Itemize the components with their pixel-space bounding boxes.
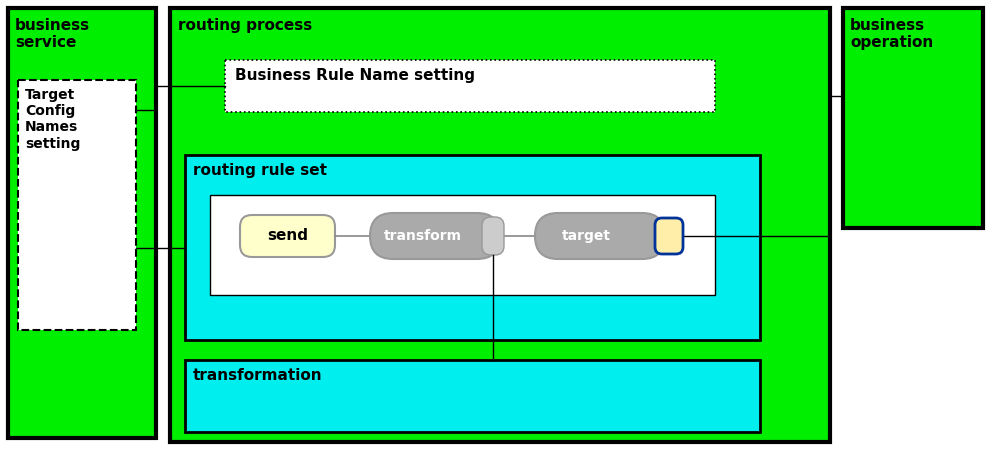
FancyBboxPatch shape [240, 215, 335, 257]
Text: routing rule set: routing rule set [193, 163, 327, 178]
Text: routing process: routing process [178, 18, 312, 33]
Text: send: send [267, 229, 308, 243]
Text: Business Rule Name setting: Business Rule Name setting [235, 68, 475, 83]
Text: transform: transform [384, 229, 462, 243]
Bar [170, 8, 830, 442]
FancyBboxPatch shape [535, 213, 665, 259]
Bar [843, 8, 983, 228]
Text: business
service: business service [15, 18, 90, 50]
Bar [185, 360, 760, 432]
Text: Target
Config
Names
setting: Target Config Names setting [25, 88, 80, 151]
Bar [210, 195, 715, 295]
Text: target: target [562, 229, 610, 243]
FancyBboxPatch shape [655, 218, 683, 254]
Text: business
operation: business operation [850, 18, 934, 50]
Bar [185, 155, 760, 340]
FancyBboxPatch shape [482, 217, 504, 255]
Bar [18, 80, 136, 330]
FancyBboxPatch shape [370, 213, 500, 259]
Bar [225, 60, 715, 112]
Text: transformation: transformation [193, 368, 323, 383]
Bar [8, 8, 156, 438]
